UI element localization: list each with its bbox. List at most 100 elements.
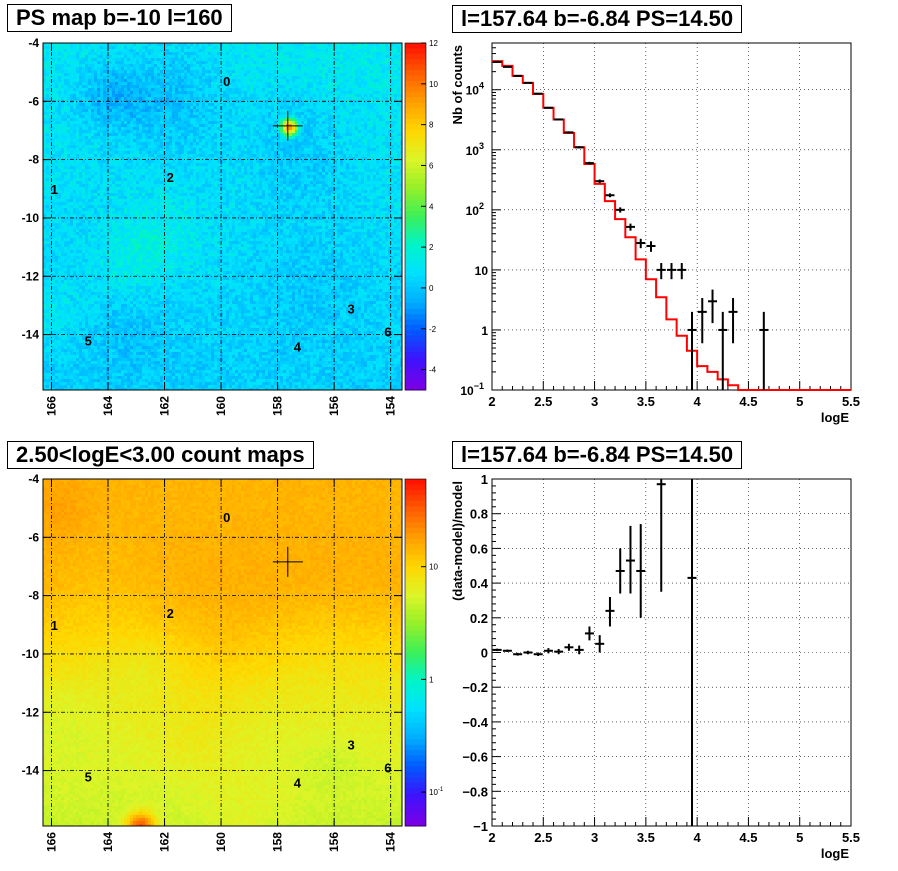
map-pixel xyxy=(229,70,232,73)
map-pixel xyxy=(259,91,262,94)
map-pixel xyxy=(193,46,196,49)
map-pixel xyxy=(271,97,274,100)
map-pixel xyxy=(283,109,286,112)
map-pixel xyxy=(271,106,274,109)
map-pixel xyxy=(52,106,55,109)
map-pixel xyxy=(82,124,85,127)
map-pixel xyxy=(133,61,136,64)
map-pixel xyxy=(91,67,94,70)
map-pixel xyxy=(322,79,325,82)
map-pixel xyxy=(115,82,118,85)
map-pixel xyxy=(76,70,79,73)
map-pixel xyxy=(58,55,61,58)
map-pixel xyxy=(394,97,397,100)
map-pixel xyxy=(379,73,382,76)
map-pixel xyxy=(256,55,259,58)
map-pixel xyxy=(187,55,190,58)
map-pixel xyxy=(100,46,103,49)
map-pixel xyxy=(76,73,79,76)
map-pixel xyxy=(397,85,400,88)
map-pixel xyxy=(94,46,97,49)
map-pixel xyxy=(103,121,106,124)
map-pixel xyxy=(211,112,214,115)
map-pixel xyxy=(208,52,211,55)
map-pixel xyxy=(307,103,310,106)
map-pixel xyxy=(235,121,238,124)
map-pixel xyxy=(184,64,187,67)
map-pixel xyxy=(178,79,181,82)
map-pixel xyxy=(190,55,193,58)
map-pixel xyxy=(97,52,100,55)
map-pixel xyxy=(172,106,175,109)
map-pixel xyxy=(175,106,178,109)
map-pixel xyxy=(253,82,256,85)
map-pixel xyxy=(142,67,145,70)
map-pixel xyxy=(184,91,187,94)
map-pixel xyxy=(127,118,130,121)
map-pixel xyxy=(130,106,133,109)
map-pixel xyxy=(157,115,160,118)
map-pixel xyxy=(325,49,328,52)
map-pixel xyxy=(181,103,184,106)
map-pixel xyxy=(169,106,172,109)
map-pixel xyxy=(58,112,61,115)
map-pixel xyxy=(79,82,82,85)
map-pixel xyxy=(241,64,244,67)
map-pixel xyxy=(244,121,247,124)
map-pixel xyxy=(193,115,196,118)
map-pixel xyxy=(364,49,367,52)
map-pixel xyxy=(196,94,199,97)
map-pixel xyxy=(97,46,100,49)
map-pixel xyxy=(172,73,175,76)
map-pixel xyxy=(250,73,253,76)
map-pixel xyxy=(58,70,61,73)
map-pixel xyxy=(199,121,202,124)
map-pixel xyxy=(100,112,103,115)
map-pixel xyxy=(310,106,313,109)
map-pixel xyxy=(310,70,313,73)
map-pixel xyxy=(280,61,283,64)
map-pixel xyxy=(352,85,355,88)
map-pixel xyxy=(325,91,328,94)
map-pixel xyxy=(112,121,115,124)
map-pixel xyxy=(202,76,205,79)
map-pixel xyxy=(70,55,73,58)
map-pixel xyxy=(151,85,154,88)
map-pixel xyxy=(271,67,274,70)
map-pixel xyxy=(322,94,325,97)
map-pixel xyxy=(58,118,61,121)
map-pixel xyxy=(298,118,301,121)
map-pixel xyxy=(310,55,313,58)
map-pixel xyxy=(394,94,397,97)
map-pixel xyxy=(142,85,145,88)
map-pixel xyxy=(187,118,190,121)
map-pixel xyxy=(232,88,235,91)
map-pixel xyxy=(262,52,265,55)
map-pixel xyxy=(325,64,328,67)
map-pixel xyxy=(160,58,163,61)
map-pixel xyxy=(394,103,397,106)
map-pixel xyxy=(331,112,334,115)
map-pixel xyxy=(397,91,400,94)
map-pixel xyxy=(349,76,352,79)
map-pixel xyxy=(208,46,211,49)
map-pixel xyxy=(298,112,301,115)
map-pixel xyxy=(229,67,232,70)
map-pixel xyxy=(118,76,121,79)
map-pixel xyxy=(265,79,268,82)
map-pixel xyxy=(157,79,160,82)
map-pixel xyxy=(397,79,400,82)
map-pixel xyxy=(397,94,400,97)
map-pixel xyxy=(145,121,148,124)
map-pixel xyxy=(133,49,136,52)
map-pixel xyxy=(55,79,58,82)
map-pixel xyxy=(310,85,313,88)
map-pixel xyxy=(226,67,229,70)
map-pixel xyxy=(313,109,316,112)
map-pixel xyxy=(199,103,202,106)
map-pixel xyxy=(376,79,379,82)
map-pixel xyxy=(331,67,334,70)
map-pixel xyxy=(148,73,151,76)
map-pixel xyxy=(364,55,367,58)
map-pixel xyxy=(133,70,136,73)
